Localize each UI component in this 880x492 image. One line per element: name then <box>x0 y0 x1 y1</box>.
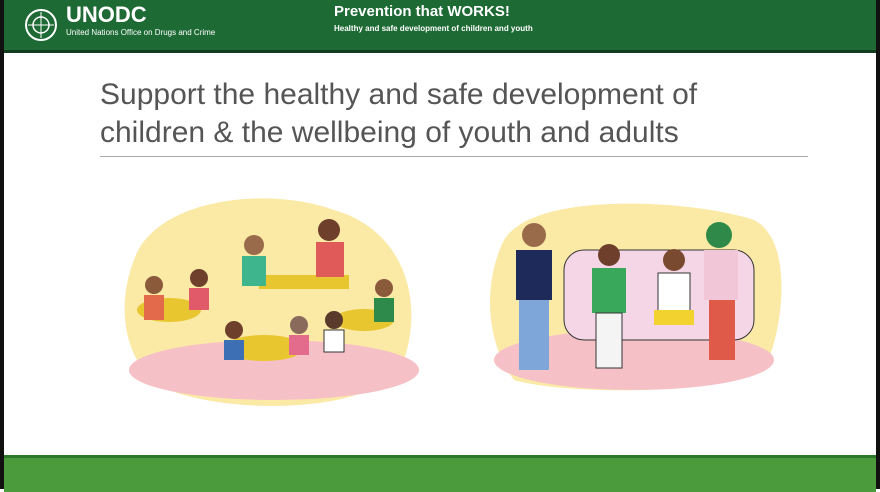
illustration-family <box>490 204 781 391</box>
un-logo <box>24 8 58 42</box>
header-subtitle: Healthy and safe development of children… <box>334 24 533 33</box>
illustration-children <box>125 198 419 406</box>
slide: UNODC United Nations Office on Drugs and… <box>0 0 880 489</box>
header-title: Prevention that WORKS! <box>334 3 510 20</box>
org-name: United Nations Office on Drugs and Crime <box>66 28 215 37</box>
illustrations <box>4 180 876 420</box>
title-line: Support the healthy and safe development… <box>100 76 697 114</box>
title-rule <box>100 156 808 157</box>
logo-text: UNODC <box>66 2 147 28</box>
header-bar: UNODC United Nations Office on Drugs and… <box>4 0 876 53</box>
title-line: children & the wellbeing of youth and ad… <box>100 114 697 152</box>
slide-title: Support the healthy and safe development… <box>100 76 697 152</box>
footer-bar <box>4 455 876 492</box>
